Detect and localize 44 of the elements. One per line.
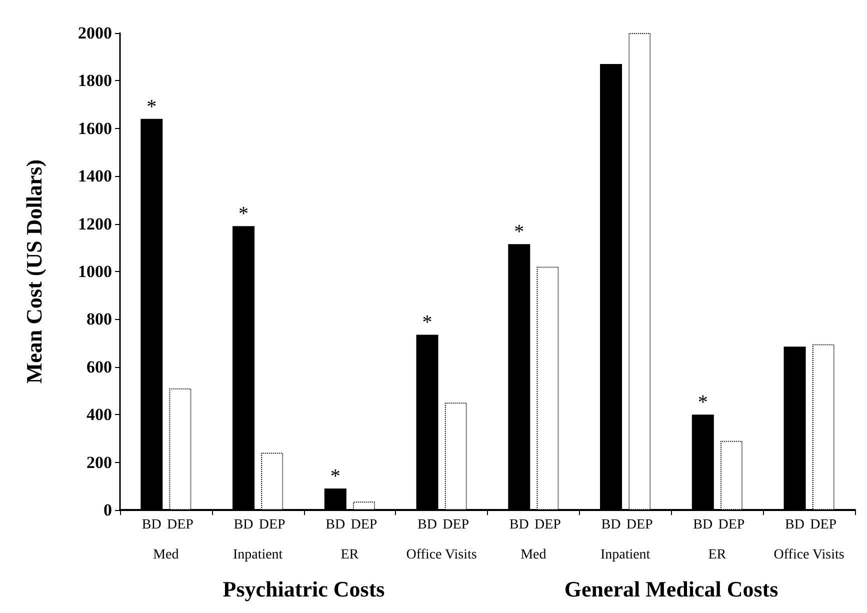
y-tick-label: 600: [86, 357, 112, 376]
y-tick-label: 1000: [78, 262, 112, 281]
y-axis-title: Mean Cost (US Dollars): [22, 159, 46, 384]
data-label: *: [422, 312, 432, 334]
x-tick-label: ER: [708, 548, 727, 562]
text: DEP: [718, 518, 745, 532]
text: DEP: [534, 518, 561, 532]
x-tick-label: Inpatient: [600, 548, 650, 562]
y-tick-label: 0: [104, 500, 112, 520]
text: DEP: [626, 518, 653, 532]
y-tick-label: 400: [86, 405, 112, 424]
text: BD: [693, 518, 713, 532]
data-label: *: [238, 203, 249, 226]
text: DEP: [810, 518, 837, 532]
x-tick-label: Inpatient: [232, 548, 283, 562]
text: Psychiatric Costs: [222, 576, 386, 602]
data-label: *: [330, 466, 340, 488]
x-tick-label: Office Visits: [774, 548, 844, 562]
text: BD: [601, 518, 621, 532]
y-tick-label: 200: [86, 452, 112, 472]
y-tick-label: 2000: [78, 24, 112, 42]
text: DEP: [350, 518, 378, 532]
y-tick-label: 1800: [78, 71, 112, 90]
y-tick-label: 1200: [78, 214, 112, 234]
text: General Medical Costs: [564, 576, 779, 602]
x-tick-label: Med: [153, 548, 179, 562]
text: BD: [785, 518, 804, 532]
x-tick-label: Med: [520, 548, 546, 562]
text: DEP: [442, 518, 470, 532]
series-label: DEP: [258, 518, 286, 532]
text: BD: [326, 518, 346, 532]
x-tick-label: ER: [340, 548, 360, 562]
text: BD: [509, 518, 529, 532]
data-label: *: [146, 96, 157, 118]
data-label: *: [698, 392, 708, 414]
y-tick-label: 800: [86, 310, 112, 329]
text: BD: [234, 518, 254, 532]
series-label: BD: [142, 518, 162, 532]
text: DEP: [167, 518, 194, 532]
data-label: *: [514, 221, 524, 244]
y-tick-label: 1400: [78, 166, 112, 186]
y-tick-label: 1600: [78, 118, 112, 138]
x-tick-label: Office Visits: [406, 548, 477, 562]
text: BD: [418, 518, 437, 532]
